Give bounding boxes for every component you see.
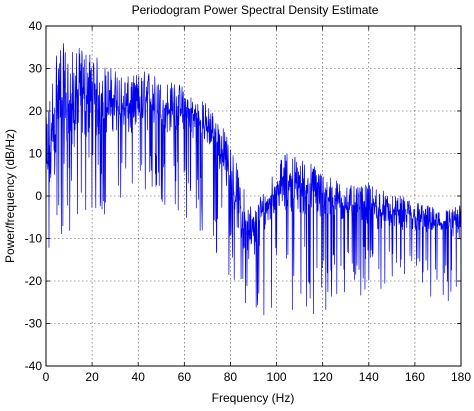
y-tick-label: -40 [25, 359, 43, 373]
y-axis-label: Power/frequency (dB/Hz) [3, 129, 17, 263]
y-tick-label: 40 [29, 19, 43, 33]
psd-series-line [45, 43, 462, 316]
x-tick-label: 0 [43, 370, 50, 384]
y-tick-label: 20 [29, 104, 43, 118]
y-tick-label: -30 [25, 317, 43, 331]
y-tick-label: 0 [35, 189, 42, 203]
x-tick-label: 100 [267, 370, 287, 384]
y-tick-label: -20 [25, 274, 43, 288]
x-tick-labels: 0 20 40 60 80 100 120 140 160 180 [43, 370, 472, 384]
data-layer [45, 43, 462, 316]
chart-title: Periodogram Power Spectral Density Estim… [132, 3, 379, 17]
x-tick-label: 120 [313, 370, 333, 384]
x-tick-label: 80 [224, 370, 238, 384]
x-tick-label: 40 [132, 370, 146, 384]
x-tick-label: 180 [451, 370, 471, 384]
tick-marks [45, 25, 462, 367]
y-tick-label: 30 [29, 62, 43, 76]
x-tick-label: 160 [405, 370, 425, 384]
x-tick-label: 20 [85, 370, 99, 384]
y-tick-label: 10 [29, 147, 43, 161]
x-tick-label: 60 [178, 370, 192, 384]
x-tick-label: 140 [359, 370, 379, 384]
y-tick-labels: -40 -30 -20 -10 0 10 20 30 40 [25, 19, 43, 373]
x-axis-label: Frequency (Hz) [212, 391, 295, 405]
y-tick-label: -10 [25, 232, 43, 246]
